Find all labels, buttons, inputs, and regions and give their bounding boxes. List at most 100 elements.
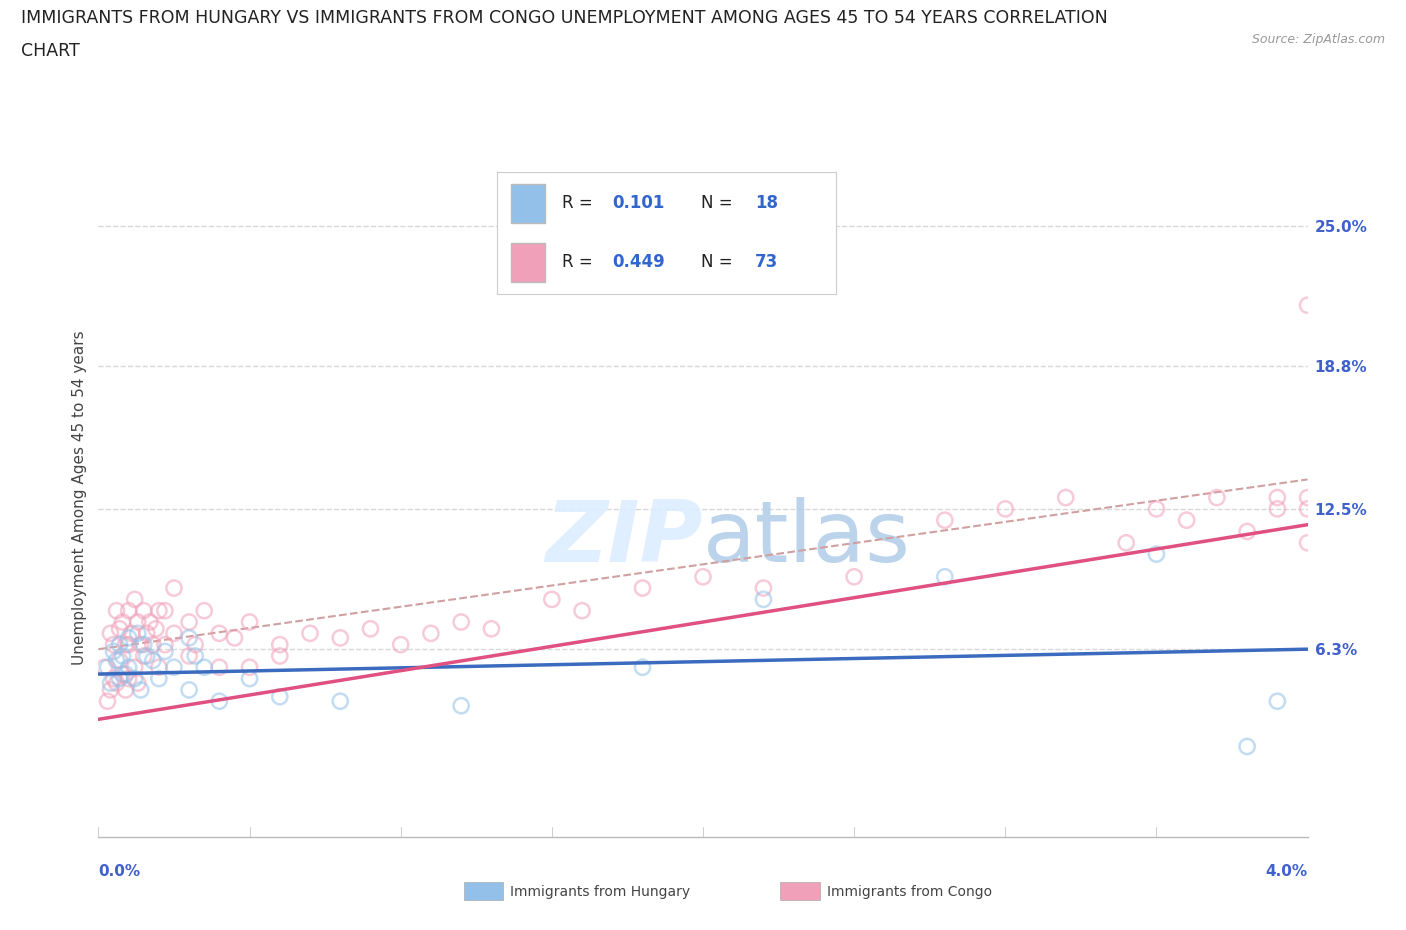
Point (103, 644, 125, 658)
Text: Immigrants from Congo: Immigrants from Congo (827, 884, 991, 899)
Point (111, 615, 134, 630)
Point (108, 653, 131, 668)
Point (179, 631, 201, 645)
Point (153, 604, 176, 618)
Point (1236, 525, 1258, 539)
Text: 0.0%: 0.0% (98, 864, 141, 879)
Point (118, 637, 141, 652)
Point (148, 671, 170, 686)
Point (450, 698, 472, 713)
Point (139, 615, 162, 630)
Point (114, 683, 136, 698)
Point (208, 694, 231, 709)
Text: Immigrants from Hungary: Immigrants from Hungary (510, 884, 690, 899)
Point (269, 648, 291, 663)
Point (193, 604, 215, 618)
Point (103, 671, 125, 686)
Point (153, 637, 176, 652)
Point (239, 671, 262, 686)
Point (135, 626, 157, 641)
Point (124, 592, 146, 607)
Point (163, 580, 186, 595)
Point (111, 648, 134, 663)
Point (142, 637, 165, 652)
Point (148, 660, 170, 675)
Point (184, 637, 207, 652)
Text: IMMIGRANTS FROM HUNGARY VS IMMIGRANTS FROM CONGO UNEMPLOYMENT AMONG AGES 45 TO 5: IMMIGRANTS FROM HUNGARY VS IMMIGRANTS FR… (21, 9, 1108, 27)
Point (239, 615, 262, 630)
Point (127, 676, 149, 691)
Point (631, 580, 654, 595)
Point (114, 637, 136, 652)
Point (184, 648, 207, 663)
Point (96, 660, 118, 675)
Point (163, 660, 186, 675)
Point (1206, 490, 1229, 505)
Point (541, 592, 564, 607)
Text: ZIP: ZIP (546, 497, 703, 579)
Point (118, 671, 141, 686)
Point (118, 631, 141, 645)
Point (934, 512, 956, 527)
Point (100, 676, 122, 691)
Point (127, 626, 149, 641)
Point (148, 604, 170, 618)
Point (118, 604, 141, 618)
Point (108, 621, 131, 636)
Point (114, 667, 136, 682)
Point (100, 683, 122, 698)
Point (118, 660, 141, 675)
Point (239, 660, 262, 675)
Point (121, 626, 143, 641)
Text: CHART: CHART (21, 42, 80, 60)
Point (1146, 501, 1168, 516)
Point (1175, 512, 1198, 527)
Point (208, 660, 231, 675)
Point (844, 569, 866, 584)
Point (100, 626, 122, 641)
Point (299, 626, 322, 641)
Point (269, 637, 291, 652)
Text: 4.0%: 4.0% (1265, 864, 1308, 879)
Point (934, 569, 956, 584)
Text: atlas: atlas (703, 497, 911, 579)
Point (124, 660, 146, 675)
Point (692, 569, 714, 584)
Point (224, 631, 246, 645)
Point (1267, 501, 1289, 516)
Point (450, 615, 472, 630)
Point (208, 626, 231, 641)
Point (329, 631, 352, 645)
Point (145, 621, 167, 636)
Point (105, 653, 128, 668)
Point (389, 637, 412, 652)
Point (93, 660, 115, 675)
Point (124, 671, 146, 686)
Point (179, 648, 201, 663)
Point (132, 648, 155, 663)
Point (1296, 536, 1319, 551)
Point (108, 637, 131, 652)
Point (179, 615, 201, 630)
Point (1146, 547, 1168, 562)
Point (1267, 694, 1289, 709)
Point (163, 626, 186, 641)
Point (1115, 536, 1137, 551)
Point (153, 644, 176, 658)
Y-axis label: Unemployment Among Ages 45 to 54 years: Unemployment Among Ages 45 to 54 years (72, 330, 87, 665)
Point (132, 637, 155, 652)
Point (571, 604, 593, 618)
Point (360, 621, 382, 636)
Point (129, 683, 152, 698)
Point (1296, 501, 1319, 516)
Point (105, 604, 128, 618)
Point (129, 637, 152, 652)
Point (329, 694, 352, 709)
Point (1236, 739, 1258, 754)
Point (135, 648, 157, 663)
Point (108, 671, 131, 686)
Point (269, 689, 291, 704)
Point (142, 653, 165, 668)
Point (752, 580, 775, 595)
Text: Source: ZipAtlas.com: Source: ZipAtlas.com (1251, 33, 1385, 46)
